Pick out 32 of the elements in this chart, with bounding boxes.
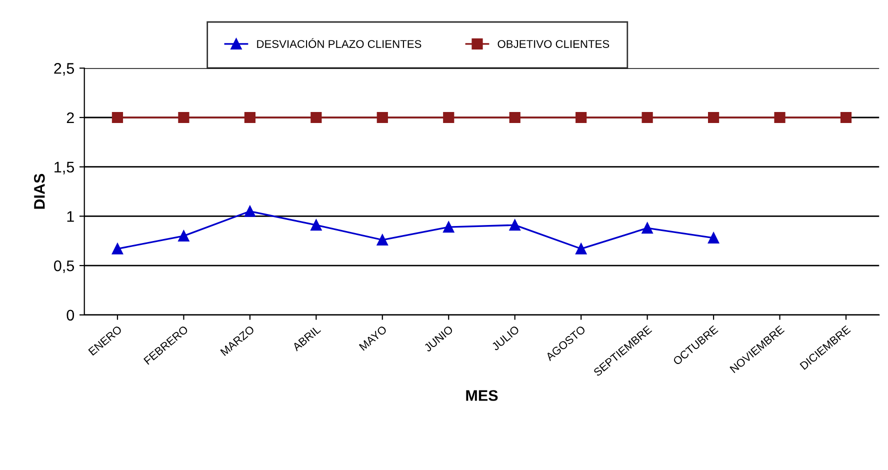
y-tick-label: 0 — [66, 310, 74, 321]
point — [244, 206, 256, 217]
point — [708, 112, 720, 124]
point — [840, 112, 852, 124]
point — [509, 220, 520, 231]
point — [178, 112, 190, 124]
y-axis-title: DIAS — [34, 174, 45, 209]
y-tick-label: 0,5 — [54, 260, 74, 274]
point — [576, 112, 587, 124]
point — [376, 112, 388, 124]
point — [244, 112, 256, 124]
point — [708, 232, 720, 244]
legend-label: DESVIACIÓN PLAZO CLIENTES — [257, 38, 422, 48]
point — [310, 112, 322, 124]
point — [642, 222, 653, 234]
y-tick-label: 2 — [66, 112, 74, 124]
point — [178, 230, 190, 242]
y-tick-label: 1 — [67, 211, 74, 222]
y-tick-label: 2,5 — [54, 63, 74, 76]
y-tick-label: 1,5 — [54, 162, 74, 174]
point — [376, 234, 388, 246]
point — [774, 112, 786, 124]
point — [443, 112, 454, 124]
x-axis-title: MES — [466, 390, 498, 401]
point — [576, 243, 587, 254]
point — [310, 220, 322, 231]
point — [112, 243, 124, 254]
point — [642, 112, 653, 124]
point — [509, 112, 520, 124]
legend-label: OBJETIVO CLIENTES — [498, 40, 610, 48]
point — [112, 112, 124, 124]
point — [443, 222, 454, 233]
